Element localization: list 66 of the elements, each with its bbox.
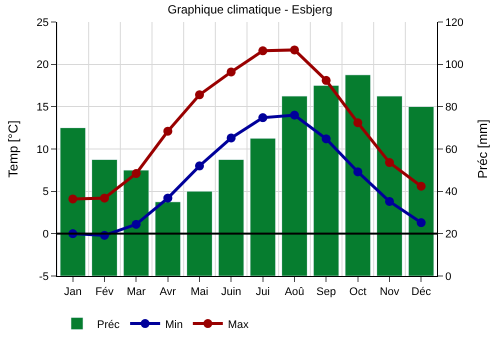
point [385,158,394,168]
point [353,118,362,128]
bar [123,170,150,276]
bar [186,191,212,276]
legend-label: Max [228,318,250,331]
x-tick-label: Jan [64,286,82,298]
point [163,126,172,136]
bar [60,128,86,276]
bar [250,138,276,276]
point [258,113,268,122]
x-tick-label: Mar [126,286,146,298]
point [416,218,426,228]
point [100,194,109,203]
x-tick-label: Aoû [284,286,304,298]
bar [344,74,371,276]
chart-title: Graphique climatique - Esbjerg [168,2,332,17]
point [195,90,204,100]
x-tick-label: Sep [316,286,336,298]
point [416,182,426,191]
bar [376,96,402,276]
y2-tick-label: 100 [445,59,464,72]
y-tick-label: -5 [39,270,49,283]
y-tick-label: 10 [36,144,49,156]
y-tick-label: 5 [42,186,49,198]
x-tick-label: Nov [380,286,400,298]
y2-tick-label: 80 [445,102,458,114]
point [68,194,78,204]
y2-tick-label: 0 [445,270,452,283]
x-tick-label: Avr [160,286,176,298]
point [385,196,394,206]
x-tick-label: Fév [95,286,114,298]
y-axis-title: Temp [°C] [6,120,20,178]
point [290,110,299,120]
point [290,45,299,54]
y2-tick-label: 60 [445,144,458,156]
y-tick-label: 0 [42,228,49,241]
point [226,133,236,142]
bar [218,159,244,276]
point [132,169,141,178]
y2-axis-title: Préc [mm] [475,119,490,179]
bar [408,106,434,276]
legend-label: Préc [97,318,120,331]
point [258,46,268,56]
point [195,161,204,170]
point [322,76,331,85]
bar [154,202,181,276]
y-tick-label: 15 [36,102,49,114]
point [226,67,236,76]
x-tick-label: Jui [256,286,270,298]
x-tick-label: Déc [411,286,432,298]
point [322,134,331,144]
y-tick-label: 25 [36,16,49,29]
y2-tick-label: 20 [445,228,458,241]
y-tick-label: 20 [36,59,49,72]
y2-tick-label: 40 [445,186,458,198]
x-tick-label: Oct [349,286,366,298]
legend-label: Min [165,318,183,331]
x-tick-label: Juin [221,286,242,298]
y2-tick-label: 120 [445,16,464,29]
bar [313,85,340,276]
point [353,167,362,176]
point [163,194,172,203]
bar [92,159,118,276]
x-tick-label: Mai [190,286,208,298]
bar [282,96,308,276]
point [132,220,141,229]
